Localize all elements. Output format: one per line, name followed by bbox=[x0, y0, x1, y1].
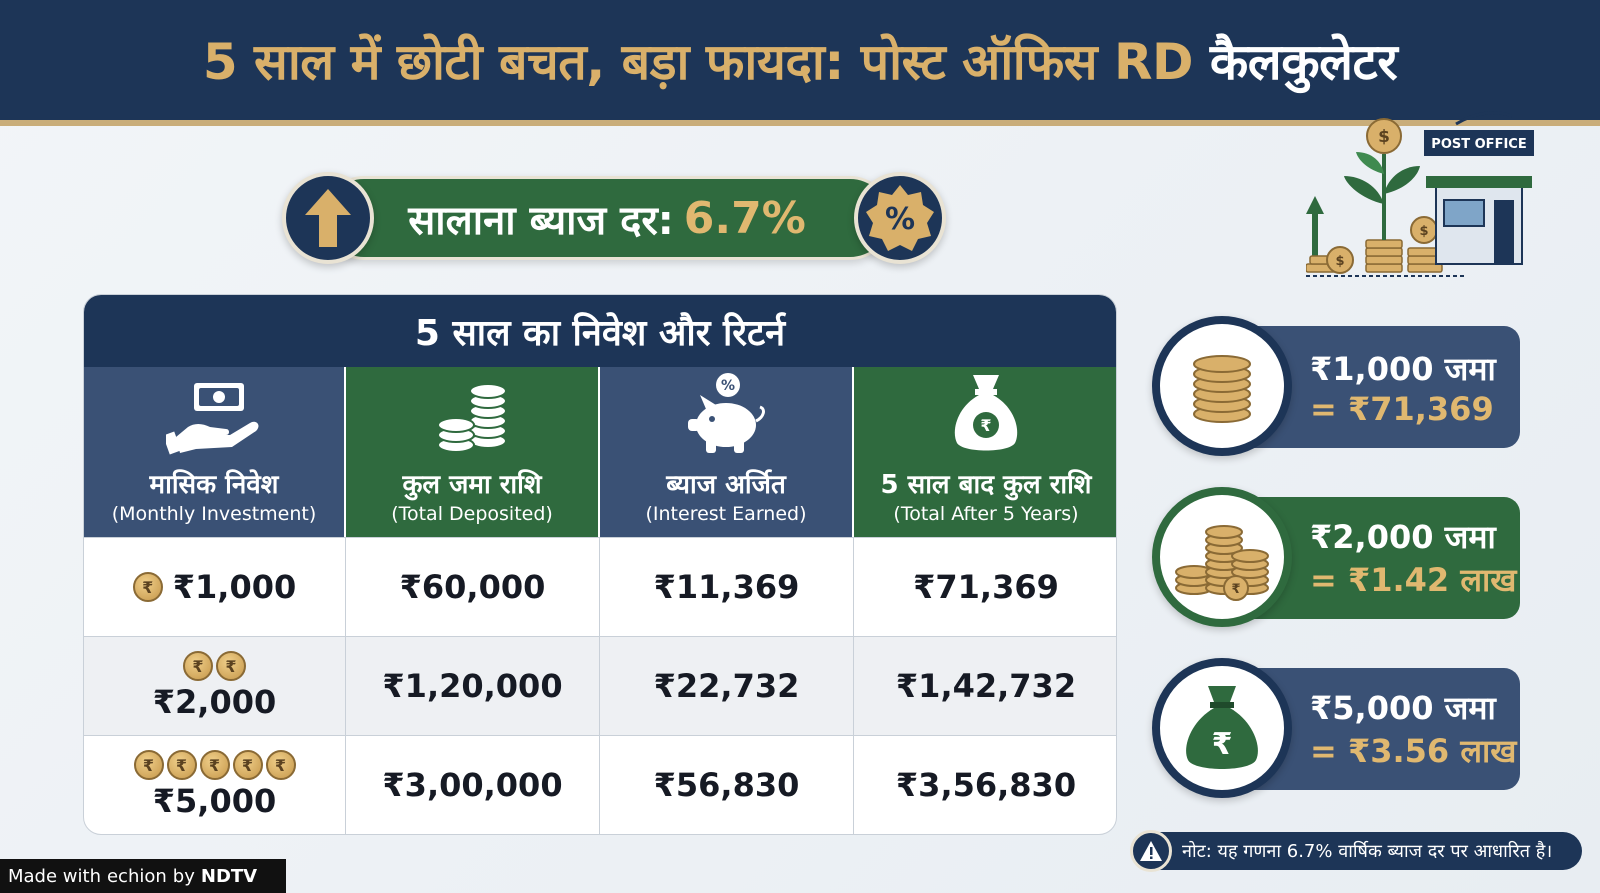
cell-monthly: ₹ ₹1,000 bbox=[84, 538, 346, 636]
svg-text:%: % bbox=[721, 378, 735, 394]
interest-rate-banner: सालाना ब्याज दर: 6.7% bbox=[322, 176, 892, 260]
by-text: by bbox=[172, 865, 195, 887]
page-header: 5 साल में छोटी बचत, बड़ा फायदा: पोस्ट ऑफ… bbox=[0, 0, 1600, 126]
coin-stack-icon bbox=[1152, 316, 1292, 456]
rupee-coin-icon: ₹ bbox=[132, 572, 163, 602]
summary-card-2000: ₹2,000 जमा = ₹1.42 लाख bbox=[1230, 497, 1520, 619]
made-with-badge: Made with echion by NDTV bbox=[0, 859, 286, 893]
money-bag-icon: ₹ bbox=[1152, 658, 1292, 798]
cell-interest: ₹22,732 bbox=[600, 637, 854, 735]
svg-text:₹: ₹ bbox=[1231, 582, 1240, 597]
interest-rate-label: सालाना ब्याज दर: bbox=[408, 197, 674, 244]
column-en-label: (Total Deposited) bbox=[391, 503, 553, 525]
card-line1: ₹1,000 जमा bbox=[1310, 349, 1496, 388]
cell-total: ₹1,42,732 bbox=[895, 667, 1077, 705]
rupee-coin-icon: ₹ bbox=[216, 651, 246, 681]
column-en-label: (Total After 5 Years) bbox=[893, 503, 1079, 525]
rupee-coin-icon: ₹ bbox=[183, 651, 213, 681]
page-title: 5 साल में छोटी बचत, बड़ा फायदा: पोस्ट ऑफ… bbox=[202, 33, 1398, 91]
svg-text:$: $ bbox=[1378, 127, 1390, 147]
coin-stack-icon bbox=[437, 383, 507, 453]
returns-table: 5 साल का निवेश और रिटर्न मासिक निवेश (Mo… bbox=[83, 294, 1117, 835]
org-name: NDTV bbox=[200, 865, 258, 887]
footnote-text: नोट: यह गणना 6.7% वार्षिक ब्याज दर पर आध… bbox=[1182, 841, 1553, 862]
svg-text:$: $ bbox=[1335, 254, 1344, 269]
card-line1: ₹5,000 जमा bbox=[1310, 689, 1496, 727]
column-hi-label: 5 साल बाद कुल राशि bbox=[880, 470, 1092, 500]
column-hi-label: कुल जमा राशि bbox=[402, 470, 542, 500]
table-row: ₹ ₹ ₹ ₹ ₹ ₹5,000 ₹3,00,000 ₹56,830 ₹3,56… bbox=[84, 735, 1116, 834]
cell-deposited: ₹1,20,000 bbox=[346, 637, 600, 735]
card-line2: = ₹3.56 लाख bbox=[1310, 732, 1517, 770]
interest-rate-value: 6.7% bbox=[683, 192, 806, 244]
card-line2: = ₹1.42 लाख bbox=[1310, 561, 1517, 599]
cell-deposited: ₹60,000 bbox=[346, 538, 600, 636]
table-header-row: मासिक निवेश (Monthly Investment) कुल जमा… bbox=[84, 367, 1116, 537]
column-en-label: (Monthly Investment) bbox=[111, 503, 317, 525]
column-interest-earned: % ब्याज अर्जित (Interest Earned) bbox=[600, 367, 854, 537]
arrow-up-icon bbox=[282, 172, 374, 264]
column-total-deposited: कुल जमा राशि (Total Deposited) bbox=[346, 367, 600, 537]
cell-interest: ₹56,830 bbox=[600, 736, 854, 834]
piggy-bank-icon: % bbox=[688, 373, 765, 453]
column-en-label: (Interest Earned) bbox=[645, 503, 807, 525]
column-hi-label: ब्याज अर्जित bbox=[666, 470, 786, 500]
post-office-illustration: $ $ $ POST OFFICE bbox=[1306, 111, 1534, 277]
rupee-coin-icon: ₹ bbox=[232, 750, 263, 780]
svg-text:₹: ₹ bbox=[980, 416, 991, 435]
cell-interest: ₹11,369 bbox=[600, 538, 854, 636]
rupee-coin-icon: ₹ bbox=[133, 750, 164, 780]
card-line2: = ₹71,369 bbox=[1310, 389, 1494, 428]
svg-text:$: $ bbox=[1419, 224, 1428, 239]
hand-money-icon bbox=[166, 383, 259, 455]
svg-text:₹: ₹ bbox=[1212, 727, 1233, 762]
warning-icon bbox=[1130, 830, 1172, 872]
rupee-coin-icon: ₹ bbox=[166, 750, 197, 780]
cell-total: ₹3,56,830 bbox=[895, 766, 1077, 804]
cell-monthly: ₹ ₹ ₹2,000 bbox=[84, 637, 346, 735]
cell-deposited: ₹3,00,000 bbox=[346, 736, 600, 834]
column-monthly-investment: मासिक निवेश (Monthly Investment) bbox=[84, 367, 346, 537]
rupee-coin-icon: ₹ bbox=[199, 750, 230, 780]
card-line1: ₹2,000 जमा bbox=[1310, 518, 1496, 556]
percent-badge-icon: % bbox=[854, 172, 946, 264]
table-row: ₹ ₹1,000 ₹60,000 ₹11,369 ₹71,369 bbox=[84, 537, 1116, 636]
made-with-text: Made with bbox=[8, 865, 101, 887]
column-hi-label: मासिक निवेश bbox=[149, 470, 279, 500]
cell-total: ₹71,369 bbox=[913, 568, 1059, 606]
cell-monthly: ₹ ₹ ₹ ₹ ₹ ₹5,000 bbox=[84, 736, 346, 834]
rupee-coin-icon: ₹ bbox=[265, 750, 296, 780]
svg-text:%: % bbox=[885, 202, 915, 237]
column-total-after-5-years: ₹ 5 साल बाद कुल राशि (Total After 5 Year… bbox=[854, 367, 1116, 537]
post-office-sign: POST OFFICE bbox=[1431, 137, 1526, 152]
table-title: 5 साल का निवेश और रिटर्न bbox=[84, 295, 1116, 367]
coin-stacks-icon: ₹ bbox=[1152, 487, 1292, 627]
table-row: ₹ ₹ ₹2,000 ₹1,20,000 ₹22,732 ₹1,42,732 bbox=[84, 636, 1116, 735]
brand-name: echion bbox=[106, 865, 167, 887]
money-bag-icon: ₹ bbox=[954, 375, 1018, 451]
footnote: नोट: यह गणना 6.7% वार्षिक ब्याज दर पर आध… bbox=[1134, 832, 1582, 870]
